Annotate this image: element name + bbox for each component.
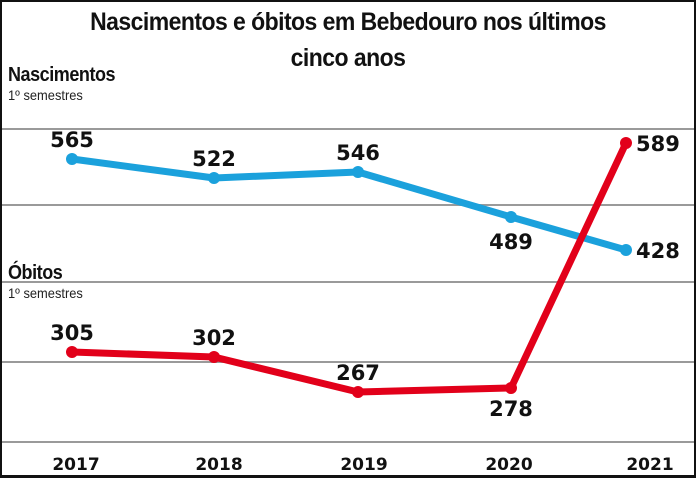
data-label: 565 bbox=[50, 128, 94, 152]
x-tick-label: 2020 bbox=[485, 455, 532, 475]
data-point bbox=[505, 382, 517, 394]
data-point bbox=[620, 244, 632, 256]
deaths-series-label: Óbitos bbox=[8, 262, 63, 284]
data-label: 267 bbox=[336, 361, 380, 385]
data-label: 522 bbox=[192, 147, 236, 171]
series-layer: 565 522 546 489 428 305 302 267 278 589 bbox=[50, 128, 680, 421]
data-point bbox=[66, 153, 78, 165]
data-point bbox=[620, 137, 632, 149]
births-series: 565 522 546 489 428 bbox=[50, 128, 680, 263]
data-label: 589 bbox=[636, 132, 680, 156]
x-tick-label: 2019 bbox=[340, 455, 387, 475]
data-label: 546 bbox=[336, 141, 380, 165]
data-label: 302 bbox=[192, 326, 236, 350]
births-series-subtitle: 1º semestres bbox=[8, 87, 83, 103]
x-axis-ticks: 2017 2018 2019 2020 2021 bbox=[52, 455, 673, 475]
data-point bbox=[505, 211, 517, 223]
data-point bbox=[352, 386, 364, 398]
deaths-series-subtitle: 1º semestres bbox=[8, 285, 83, 301]
data-point bbox=[208, 172, 220, 184]
data-label: 428 bbox=[636, 239, 680, 263]
x-tick-label: 2017 bbox=[52, 455, 99, 475]
data-label: 489 bbox=[489, 230, 533, 254]
data-point bbox=[208, 351, 220, 363]
series-line bbox=[71, 141, 630, 396]
x-tick-label: 2021 bbox=[626, 455, 673, 475]
chart-title-line1: Nascimentos e óbitos em Bebedouro nos úl… bbox=[90, 8, 606, 36]
x-tick-label: 2018 bbox=[195, 455, 242, 475]
chart-title-line2: cinco anos bbox=[290, 44, 406, 72]
data-label: 278 bbox=[489, 397, 533, 421]
deaths-series: 305 302 267 278 589 bbox=[50, 132, 680, 421]
data-point bbox=[352, 166, 364, 178]
chart-title: Nascimentos e óbitos em Bebedouro nos úl… bbox=[28, 4, 668, 76]
data-label: 305 bbox=[50, 321, 94, 345]
data-point bbox=[66, 346, 78, 358]
births-series-label: Nascimentos bbox=[8, 64, 116, 86]
gridlines bbox=[2, 128, 694, 443]
